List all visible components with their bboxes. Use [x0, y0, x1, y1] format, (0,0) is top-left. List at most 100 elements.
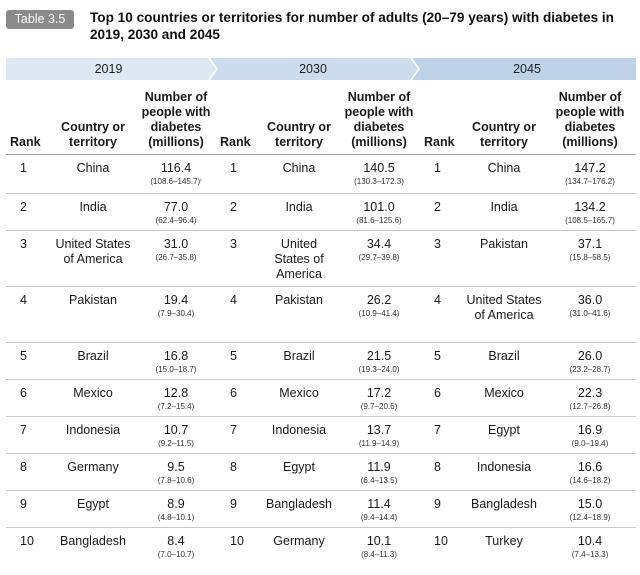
diabetes-table: Rank Country or territory Number of peop… [6, 84, 636, 564]
number-value: 134.2 [574, 199, 606, 214]
country-cell-2030: India [260, 193, 338, 231]
number-cell-2045: 134.2 (108.5–165.7) [544, 193, 636, 231]
number-value: 8.9 [167, 496, 185, 511]
number-cell-2045: 36.0 (31.0–41.6) [544, 286, 636, 343]
country-cell-2030: United States of America [260, 230, 338, 287]
year-label-2030: 2030 [299, 62, 327, 76]
number-cell-2019: 19.4 (7.9–30.4) [136, 286, 216, 343]
number-value: 34.4 [366, 236, 392, 251]
country-cell-2030: Germany [273, 533, 325, 548]
confidence-interval: (9.2–11.5) [158, 438, 194, 448]
year-band-arrows [6, 58, 636, 80]
number-value: 10.1 [366, 533, 392, 548]
rank-cell-2045: 9 [420, 490, 464, 528]
table-row: 1 China 116.4 (108.6–145.7)ⁱ 1 China 140.5 (130… [6, 154, 636, 194]
number-value: 140.5 [363, 160, 395, 175]
country-cell-2045: Egypt [464, 416, 544, 454]
country-cell-2045: India [464, 193, 544, 231]
year-label-2045: 2045 [513, 62, 541, 76]
year-band-arrow-2045 [412, 58, 636, 80]
table-row: 5 Brazil 16.8 (15.0–18.7) 5 Brazil 21.5 (19.3–2… [6, 342, 636, 380]
table-row: 7 Indonesia 10.7 (9.2–11.5) 7 Indonesia 13.7 (1… [6, 416, 636, 454]
header-rank-2019: Rank [6, 84, 50, 155]
number-cell-2045: 10.4 (7.4–13.3) [544, 527, 636, 564]
confidence-interval: (7.0–10.7) [157, 549, 195, 559]
confidence-interval: (62.4–96.4) [155, 215, 197, 225]
confidence-interval: (10.9–41.4) [358, 308, 400, 318]
confidence-interval: (134.7–176.2) [565, 176, 615, 186]
confidence-interval: (19.3–24.0) [358, 364, 400, 374]
number-cell-2019: 8.4 (7.0–10.7) [136, 527, 216, 564]
number-value: 77.0 [163, 199, 189, 214]
number-value: 37.1 [577, 236, 603, 251]
rank-cell-2019: 10 [20, 533, 34, 548]
confidence-interval: (12.4–18.9) [569, 512, 611, 522]
table-row: 6 Mexico 12.8 (7.2–15.4) 6 Mexico 17.2 (9.7–20.… [6, 379, 636, 417]
confidence-interval: (4.8–10.1) [157, 512, 195, 522]
number-cell-2019: 77.0 (62.4–96.4) [136, 193, 216, 231]
confidence-interval: (9.4–14.4) [360, 512, 398, 522]
header-country-2030: Country or territory [260, 84, 338, 155]
rank-cell-2030: 8 [216, 453, 260, 491]
number-value: 17.2 [366, 385, 392, 400]
table-number-tag: Table 3.5 [6, 10, 74, 29]
confidence-interval: (12.7–26.8) [569, 401, 611, 411]
rank-cell-2045: 7 [420, 416, 464, 454]
country-cell-2045: Turkey [485, 533, 523, 548]
confidence-interval: (7.8–10.6) [157, 475, 195, 485]
rank-cell-2030: 9 [216, 490, 260, 528]
country-cell-2045: United States of America [464, 286, 544, 343]
number-value: 10.7 [163, 422, 189, 437]
number-cell-2045: 37.1 (15.8–58.5) [544, 230, 636, 287]
header-country-2019: Country or territory [50, 84, 136, 155]
number-value: 10.4 [577, 533, 603, 548]
number-value: 147.2 [574, 160, 606, 175]
table-row: 4 Pakistan 19.4 (7.9–30.4) 4 Pakistan 26.2 (10.… [6, 286, 636, 343]
country-cell-2019: Brazil [50, 342, 136, 380]
number-cell-2019: 10.7 (9.2–11.5) [136, 416, 216, 454]
confidence-interval: (26.7–35.8) [155, 252, 197, 262]
header-rank-2030: Rank [216, 84, 260, 155]
country-cell-2045: Bangladesh [464, 490, 544, 528]
confidence-interval: (9.0–19.4) [571, 438, 609, 448]
confidence-interval: (14.6–18.2) [569, 475, 611, 485]
header-row: Rank Country or territory Number of peop… [6, 84, 636, 155]
confidence-interval: (31.0–41.6) [569, 308, 611, 318]
number-cell-2045: 22.3 (12.7–26.8) [544, 379, 636, 417]
number-cell-2030: 26.2 (10.9–41.4) [338, 286, 420, 343]
header-rank-2045: Rank [420, 84, 464, 155]
number-cell-2019: 31.0 (26.7–35.8) [136, 230, 216, 287]
rank-cell-2019: 1 [6, 154, 50, 194]
country-cell-2019: Indonesia [50, 416, 136, 454]
confidence-interval: (7.9–30.4) [157, 308, 195, 318]
country-cell-2030: Pakistan [260, 286, 338, 343]
confidence-interval: (7.2–15.4) [157, 401, 195, 411]
number-cell-2030: 101.0 (81.6–125.6) [338, 193, 420, 231]
number-cell-2045: 15.0 (12.4–18.9) [544, 490, 636, 528]
number-value: 101.0 [363, 199, 395, 214]
number-cell-2030: 140.5 (130.3–172.3) [338, 154, 420, 194]
country-cell-2045: Pakistan [464, 230, 544, 287]
year-band-arrow-2019 [6, 58, 216, 80]
header-number-2045: Number of people with diabetes (millions… [544, 84, 636, 155]
rank-cell-2019: 8 [6, 453, 50, 491]
number-value: 26.0 [577, 348, 603, 363]
rank-cell-2030: 7 [216, 416, 260, 454]
number-value: 16.9 [577, 422, 603, 437]
number-cell-2019: 16.8 (15.0–18.7) [136, 342, 216, 380]
rank-cell-2019: 2 [6, 193, 50, 231]
table-title-row: Table 3.5 Top 10 countries or territorie… [6, 8, 636, 50]
country-cell-2030: Indonesia [260, 416, 338, 454]
rank-cell-2019: 6 [6, 379, 50, 417]
confidence-interval: (6.4–13.5) [360, 475, 398, 485]
rank-cell-2030: 6 [216, 379, 260, 417]
number-cell-2030: 11.4 (9.4–14.4) [338, 490, 420, 528]
country-cell-2019: Bangladesh [59, 533, 127, 548]
country-cell-2030: Bangladesh [260, 490, 338, 528]
number-value: 13.7 [366, 422, 392, 437]
number-value: 16.8 [163, 348, 189, 363]
rank-cell-2030: 10 [230, 533, 244, 548]
number-cell-2030: 17.2 (9.7–20.6) [338, 379, 420, 417]
table-row: 2 India 77.0 (62.4–96.4) 2 India 101.0 (81.6–12… [6, 193, 636, 231]
country-cell-2030: Brazil [260, 342, 338, 380]
